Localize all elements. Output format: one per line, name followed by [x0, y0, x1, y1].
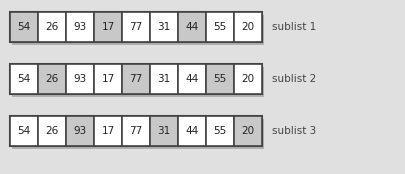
Text: 17: 17 — [101, 126, 114, 136]
Bar — [94, 116, 122, 146]
Text: 54: 54 — [17, 22, 30, 32]
Text: 93: 93 — [73, 22, 86, 32]
Text: 26: 26 — [45, 74, 58, 84]
Bar — [12, 119, 263, 149]
Bar — [122, 116, 149, 146]
Text: 55: 55 — [213, 22, 226, 32]
Bar — [38, 64, 66, 94]
Bar — [205, 12, 233, 42]
Text: 17: 17 — [101, 74, 114, 84]
Bar — [38, 116, 66, 146]
Bar — [122, 12, 149, 42]
Bar — [233, 12, 261, 42]
Bar — [10, 64, 38, 94]
Bar — [94, 64, 122, 94]
Bar — [94, 12, 122, 42]
Bar — [149, 116, 177, 146]
Text: 31: 31 — [157, 126, 170, 136]
Text: sublist 3: sublist 3 — [271, 126, 315, 136]
Bar — [177, 64, 205, 94]
Text: 20: 20 — [241, 126, 254, 136]
Bar — [177, 12, 205, 42]
Text: 54: 54 — [17, 74, 30, 84]
Bar — [205, 116, 233, 146]
Bar — [177, 116, 205, 146]
Bar — [233, 116, 261, 146]
Bar — [66, 12, 94, 42]
Bar — [12, 67, 263, 97]
Text: 54: 54 — [17, 126, 30, 136]
Bar — [149, 12, 177, 42]
Text: 31: 31 — [157, 22, 170, 32]
Text: 77: 77 — [129, 74, 142, 84]
Text: 93: 93 — [73, 74, 86, 84]
Bar — [66, 116, 94, 146]
Bar — [205, 64, 233, 94]
Bar — [38, 12, 66, 42]
Text: 55: 55 — [213, 126, 226, 136]
Bar — [122, 64, 149, 94]
Bar — [149, 64, 177, 94]
Text: sublist 2: sublist 2 — [271, 74, 315, 84]
Text: 31: 31 — [157, 74, 170, 84]
Text: 26: 26 — [45, 126, 58, 136]
Text: 77: 77 — [129, 126, 142, 136]
Bar — [12, 15, 263, 45]
Text: 44: 44 — [185, 126, 198, 136]
Text: 20: 20 — [241, 22, 254, 32]
Text: 26: 26 — [45, 22, 58, 32]
Bar — [10, 64, 261, 94]
Text: 77: 77 — [129, 22, 142, 32]
Bar — [10, 116, 261, 146]
Text: sublist 1: sublist 1 — [271, 22, 315, 32]
Text: 44: 44 — [185, 22, 198, 32]
Text: 20: 20 — [241, 74, 254, 84]
Bar — [10, 116, 38, 146]
Bar — [10, 12, 261, 42]
Bar — [66, 64, 94, 94]
Text: 17: 17 — [101, 22, 114, 32]
Text: 93: 93 — [73, 126, 86, 136]
Text: 44: 44 — [185, 74, 198, 84]
Text: 55: 55 — [213, 74, 226, 84]
Bar — [233, 64, 261, 94]
Bar — [10, 12, 38, 42]
